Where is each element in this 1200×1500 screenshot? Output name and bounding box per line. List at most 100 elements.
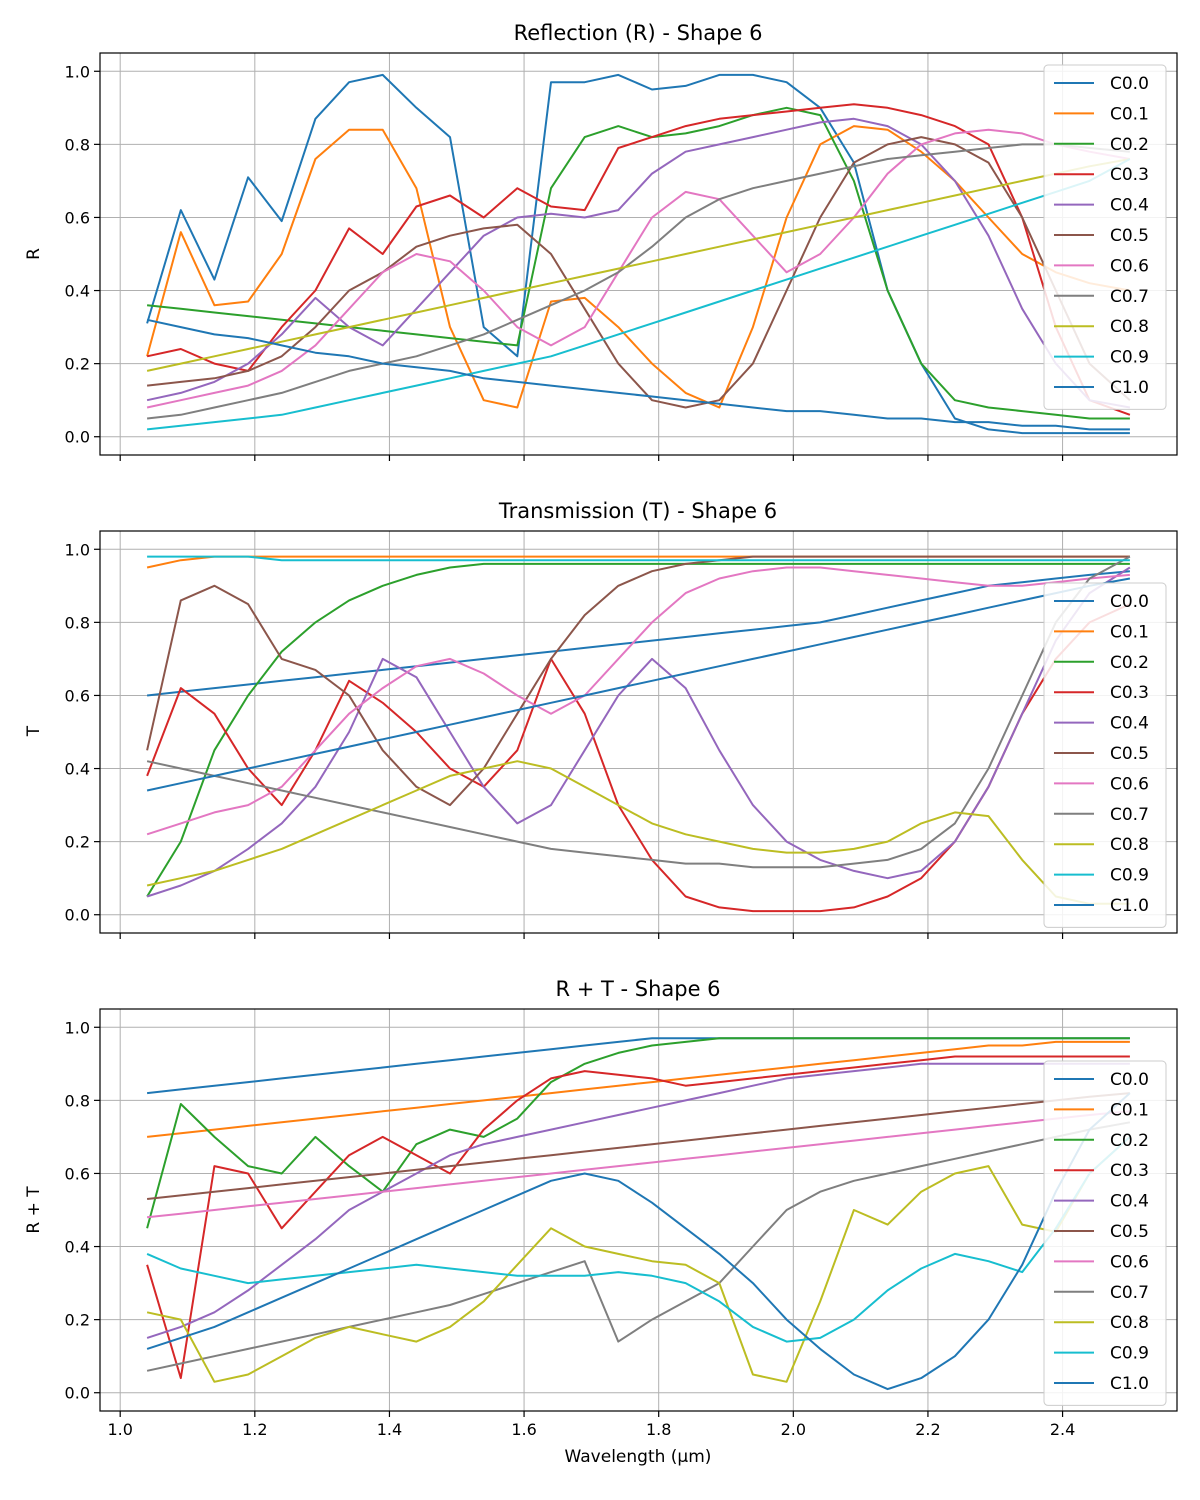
axes-frame <box>99 1008 1178 1412</box>
legend-label: C0.3 <box>1110 683 1149 703</box>
series-group <box>146 73 1131 435</box>
legend-box <box>1043 582 1167 928</box>
series-line-C1.0 <box>146 318 1130 431</box>
legend-label: C0.1 <box>1110 104 1149 124</box>
legend-label: C0.4 <box>1110 1192 1149 1212</box>
series-line-C0.6 <box>146 128 1131 409</box>
x-tick-label: 1.4 <box>377 1420 402 1439</box>
series-group <box>146 555 1131 913</box>
legend-label: C0.8 <box>1110 835 1149 855</box>
legend-label: C0.4 <box>1110 714 1149 734</box>
legend-label: C0.8 <box>1110 317 1149 337</box>
legend-label: C0.5 <box>1110 744 1149 764</box>
legend-label: C1.0 <box>1110 378 1149 398</box>
series-line-C0.9 <box>146 158 1131 431</box>
legend-label: C0.7 <box>1110 287 1149 307</box>
y-axis-label: T <box>24 725 44 737</box>
legend-label: C0.0 <box>1110 592 1149 612</box>
axes-frame <box>99 530 1178 934</box>
series-line-C0.9 <box>147 555 1130 562</box>
y-tick-label: 0.8 <box>65 135 90 154</box>
series-line-C0.2 <box>146 562 1130 898</box>
y-tick-label: 0.6 <box>65 686 90 705</box>
ticks: 0.0 0.2 0.4 0.6 0.8 1.0 <box>65 62 1064 461</box>
y-tick-label: 0.8 <box>65 1091 90 1110</box>
panel-title: R + T - Shape 6 <box>555 977 720 1001</box>
legend: C0.0 C0.1 C0.2 C0.3 C0.4 C0.5 C0.6 C0.7 C0.8 C0.9… <box>1043 1060 1167 1406</box>
series-line-C0.4 <box>146 117 1131 409</box>
x-axis-label: Wavelength (µm) <box>565 1447 712 1467</box>
series-line-C0.5 <box>146 1092 1130 1200</box>
legend-label: C0.4 <box>1110 196 1149 216</box>
x-tick-label: 1.0 <box>107 1420 132 1439</box>
series-line-C0.7 <box>146 1121 1131 1372</box>
y-tick-label: 0.2 <box>65 1311 90 1330</box>
series-line-C0.7 <box>146 555 1131 869</box>
y-tick-label: 0.6 <box>65 1164 90 1183</box>
y-tick-label: 1.0 <box>65 1018 90 1037</box>
legend-label: C0.3 <box>1110 165 1149 185</box>
x-tick-label: 2.2 <box>915 1420 940 1439</box>
y-tick-label: 0.8 <box>65 613 90 632</box>
legend-label: C0.8 <box>1110 1313 1149 1333</box>
sum-panel: R + T - Shape 6 R + T Wavelength (µm) 1.… <box>24 977 1178 1467</box>
legend-label: C0.7 <box>1110 805 1149 825</box>
legend-label: C0.9 <box>1110 348 1149 368</box>
y-axis-label: R <box>24 248 44 260</box>
grid <box>100 53 1177 455</box>
y-tick-label: 1.0 <box>65 62 90 81</box>
legend-label: C0.2 <box>1110 1131 1149 1151</box>
series-line-C0.8 <box>146 158 1131 372</box>
x-tick-label: 2.4 <box>1050 1420 1075 1439</box>
legend-box <box>1043 64 1167 410</box>
series-line-C0.1 <box>146 125 1131 409</box>
x-tick-label: 1.2 <box>242 1420 267 1439</box>
legend-label: C0.6 <box>1110 256 1149 276</box>
series-line-C0.4 <box>146 1062 1130 1339</box>
x-tick-label: 2.0 <box>781 1420 806 1439</box>
series-line-C0.8 <box>146 760 1130 905</box>
y-tick-label: 0.4 <box>65 760 90 779</box>
series-line-C1.0 <box>146 1092 1131 1391</box>
axes-frame <box>99 52 1178 456</box>
x-tick-label: 1.6 <box>511 1420 536 1439</box>
series-line-C1.0 <box>146 577 1131 792</box>
series-line-C0.2 <box>146 1037 1130 1229</box>
series-group <box>146 1037 1131 1391</box>
y-axis-label: R + T <box>24 1186 44 1234</box>
legend: C0.0 C0.1 C0.2 C0.3 C0.4 C0.5 C0.6 C0.7 C0.8 C0.9… <box>1043 582 1167 928</box>
ticks: 0.0 0.2 0.4 0.6 0.8 1.0 <box>65 540 1064 939</box>
panel-title: Transmission (T) - Shape 6 <box>498 499 777 523</box>
legend-label: C1.0 <box>1110 1374 1149 1394</box>
series-line-C0.1 <box>146 1040 1130 1138</box>
legend-label: C0.2 <box>1110 135 1149 155</box>
series-line-C0.6 <box>146 566 1130 836</box>
series-line-C0.0 <box>146 570 1130 697</box>
series-line-C0.8 <box>146 1136 1131 1383</box>
legend-label: C0.0 <box>1110 1070 1149 1090</box>
series-line-C0.6 <box>146 1110 1130 1219</box>
series-line-C0.5 <box>146 555 1130 807</box>
series-line-C0.0 <box>146 73 1130 435</box>
transmission-panel: Transmission (T) - Shape 6 T 0.00.20.40.… <box>24 499 1178 939</box>
legend-label: C1.0 <box>1110 896 1149 916</box>
series-line-C0.3 <box>146 103 1131 416</box>
series-line-C0.9 <box>146 1136 1131 1343</box>
ticks: 1.0 1.2 1.4 1.6 1.8 2.0 2.2 2.4 0.0 0.2 0.4 0.6 0.8 1… <box>65 1018 1076 1439</box>
y-tick-label: 0.2 <box>65 355 90 374</box>
legend-label: C0.1 <box>1110 622 1149 642</box>
legend-label: C0.7 <box>1110 1283 1149 1303</box>
y-tick-label: 0.6 <box>65 208 90 227</box>
y-tick-label: 0.2 <box>65 833 90 852</box>
legend-label: C0.9 <box>1110 866 1149 886</box>
y-tick-label: 1.0 <box>65 540 90 559</box>
legend: C0.0 C0.1 C0.2 C0.3 C0.4 C0.5 C0.6 C0.7 C0.8 C0.9… <box>1043 64 1167 410</box>
legend-label: C0.9 <box>1110 1344 1149 1364</box>
legend-label: C0.6 <box>1110 1252 1149 1272</box>
legend-box <box>1043 1060 1167 1406</box>
x-tick-label: 1.8 <box>646 1420 671 1439</box>
panel-title: Reflection (R) - Shape 6 <box>514 21 763 45</box>
reflection-panel: Reflection (R) - Shape 6 R 0.00.20.40.60… <box>24 21 1178 461</box>
legend-label: C0.2 <box>1110 653 1149 673</box>
